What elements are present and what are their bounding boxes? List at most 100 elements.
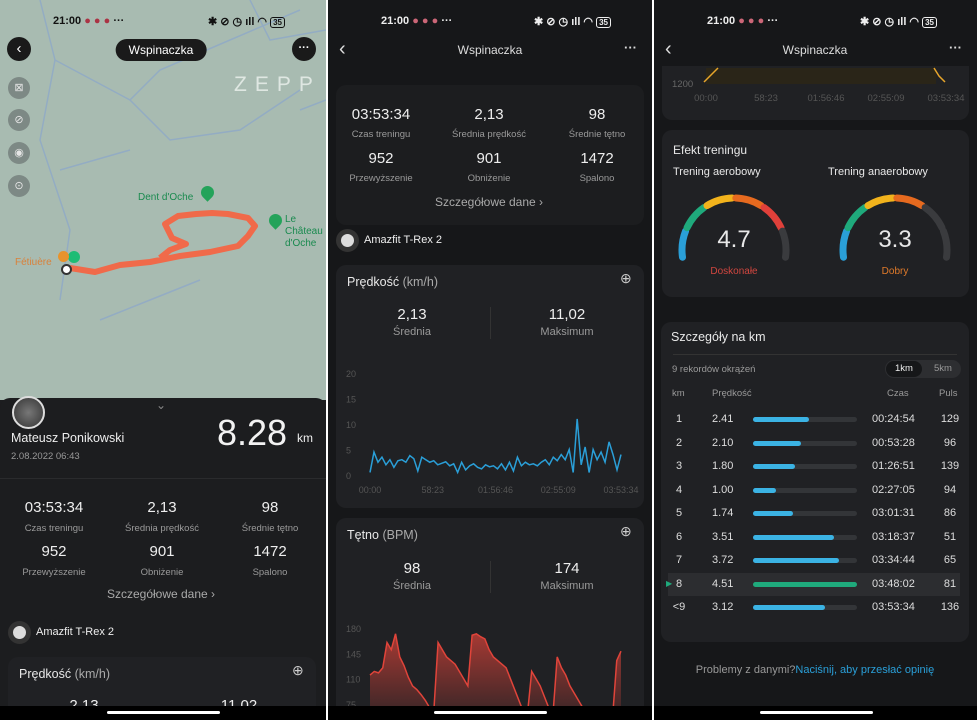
stat-label: Średnia prędkość: [125, 523, 199, 534]
battery-icon: 35: [270, 17, 285, 28]
lap-time: 00:53:28: [872, 436, 915, 449]
y-tick-label: 75: [346, 700, 356, 706]
divider: [673, 354, 957, 355]
eye-icon[interactable]: ◉: [8, 142, 30, 164]
lap-row[interactable]: ▶ 8 4.51 03:48:02 81: [666, 572, 960, 596]
speed-card-title: Prędkość (km/h): [347, 275, 438, 289]
lap-speed-bar: [753, 581, 857, 587]
stat-label: Średnia prędkość: [452, 129, 526, 140]
lap-km: 6: [675, 530, 683, 543]
toggle-5km[interactable]: 5km: [934, 363, 952, 374]
distance-value: 8.28: [217, 412, 288, 453]
lap-details-title: Szczegóły na km: [671, 330, 766, 344]
speed-avg-label: Średnia: [393, 326, 431, 338]
lap-row[interactable]: 6 3.51 03:18:37 51: [668, 526, 960, 549]
y-tick-label: 20: [346, 369, 356, 379]
page-title: Wspinaczka: [457, 43, 523, 57]
satellite-off-icon[interactable]: ⊠: [8, 77, 30, 99]
avatar[interactable]: [12, 396, 45, 429]
zoom-in-icon[interactable]: ⊕: [620, 270, 632, 286]
heart-max-label: Maksimum: [540, 580, 594, 592]
lap-km: 4: [675, 483, 683, 496]
gauge-segment: [703, 194, 736, 210]
y-tick-label: 110: [346, 675, 360, 685]
poi-name: Le Château: [285, 214, 323, 237]
more-button[interactable]: ···: [949, 40, 962, 55]
detailed-data-link[interactable]: Szczegółowe dane ›: [106, 587, 216, 601]
toggle-1km[interactable]: 1km: [886, 361, 922, 377]
map-rivers: [39, 0, 326, 321]
home-indicator[interactable]: [654, 706, 977, 720]
lap-speed: 3.51: [712, 530, 734, 543]
stat-label: Obniżenie: [467, 173, 511, 184]
back-button[interactable]: ‹: [7, 37, 31, 61]
header-pulse: Puls: [939, 388, 958, 399]
lap-row[interactable]: <9 3.12 03:53:34 136: [668, 596, 960, 619]
device-name: Amazfit T-Rex 2: [36, 626, 115, 638]
feedback-link[interactable]: Naciśnij, aby przesłać opinię: [795, 664, 935, 676]
lap-speed-bar: [753, 417, 857, 422]
poi-le-chateau[interactable]: Le Château d'Oche: [285, 214, 326, 250]
y-tick-label: 145: [346, 649, 361, 659]
collapse-chevron-icon[interactable]: ⌄: [155, 398, 167, 412]
gauge-segment: [683, 204, 708, 232]
poi-dent-doche[interactable]: Dent d'Oche: [138, 192, 194, 203]
lap-time: 03:53:34: [872, 601, 915, 613]
elevation-line: [703, 67, 719, 83]
layer-off-icon[interactable]: ⊘: [8, 109, 30, 131]
home-indicator[interactable]: [328, 706, 652, 720]
poi-name: d'Oche: [285, 238, 317, 249]
stat-value: 952: [41, 543, 67, 560]
lap-speed: 3.72: [712, 554, 734, 566]
lap-row[interactable]: 3 1.80 01:26:51 139: [668, 455, 960, 478]
back-button[interactable]: ‹: [339, 38, 346, 60]
stat-label: Przewyższenie: [22, 567, 86, 578]
training-gauges: [678, 194, 951, 261]
lap-time: 01:26:51: [872, 460, 915, 472]
heart-rate-chart: 180 145 110 75: [346, 624, 622, 706]
lap-row[interactable]: 7 3.72 03:34:44 65: [668, 549, 960, 572]
aerobic-value: 4.7: [717, 226, 751, 253]
charts-screen: 21:00 ● ● ● ··· ✱ ⊘ ◷ ıll ◠ 35 ‹ Wspinac…: [328, 0, 652, 720]
gauge-segment: [893, 194, 926, 210]
y-tick-label: 5: [346, 446, 351, 456]
home-indicator[interactable]: [0, 706, 326, 720]
clock: 21:00: [381, 15, 410, 27]
stat-value: 03:53:34: [351, 106, 411, 123]
map[interactable]: ZEPP Dent d'Oche Le Château d'Oche Fétiuè…: [0, 0, 326, 400]
distance-unit: km: [297, 431, 313, 445]
status-bar: 21:00 ● ● ● ···: [381, 15, 452, 27]
detailed-data-link[interactable]: Szczegółowe dane ›: [434, 195, 544, 209]
lap-time: 03:18:37: [872, 530, 915, 543]
battery-icon: 35: [922, 17, 937, 28]
zoom-in-icon[interactable]: ⊕: [292, 662, 304, 678]
locate-icon[interactable]: ⊙: [8, 175, 30, 197]
lap-row[interactable]: 2 2.10 00:53:28 96: [668, 432, 960, 455]
lap-speed: 2.10: [712, 436, 734, 449]
speed-max-label: Maksimum: [540, 326, 594, 338]
lap-row[interactable]: 4 1.00 02:27:05 94: [668, 479, 960, 502]
x-tick-label: 00:00: [359, 485, 382, 495]
detailed-data-label: Szczegółowe dane: [106, 587, 208, 601]
lap-speed-bar: [753, 534, 857, 540]
poi-fetiuere[interactable]: Fétiuère: [15, 257, 52, 268]
lap-row[interactable]: 5 1.74 03:01:31 86: [668, 502, 960, 525]
training-effect-card: Efekt treningu Trening aerobowy Trening …: [662, 130, 969, 297]
notification-icons: ● ● ●: [412, 15, 439, 27]
back-button[interactable]: ‹: [665, 38, 672, 60]
anaerobic-label: Trening anaerobowy: [828, 166, 928, 178]
more-button[interactable]: ···: [624, 40, 637, 55]
status-bar: 21:00 ● ● ● ···: [53, 15, 124, 27]
status-bar: 21:00 ● ● ● ···: [707, 15, 778, 27]
stat-label: Obniżenie: [140, 567, 184, 578]
gauge-segment: [678, 227, 690, 261]
more-button[interactable]: ···: [292, 37, 316, 61]
lap-row[interactable]: 1 2.41 00:24:54 129: [668, 408, 960, 431]
elevation-chart: [703, 67, 946, 84]
map-screen: ZEPP Dent d'Oche Le Château d'Oche Fétiuè…: [0, 0, 326, 720]
stat-label: Spalono: [579, 173, 615, 184]
distance-toggle[interactable]: 1km 5km: [885, 360, 961, 378]
anaerobic-value: 3.3: [878, 226, 912, 253]
y-tick-label: 10: [346, 420, 356, 430]
zoom-in-icon[interactable]: ⊕: [620, 523, 632, 539]
